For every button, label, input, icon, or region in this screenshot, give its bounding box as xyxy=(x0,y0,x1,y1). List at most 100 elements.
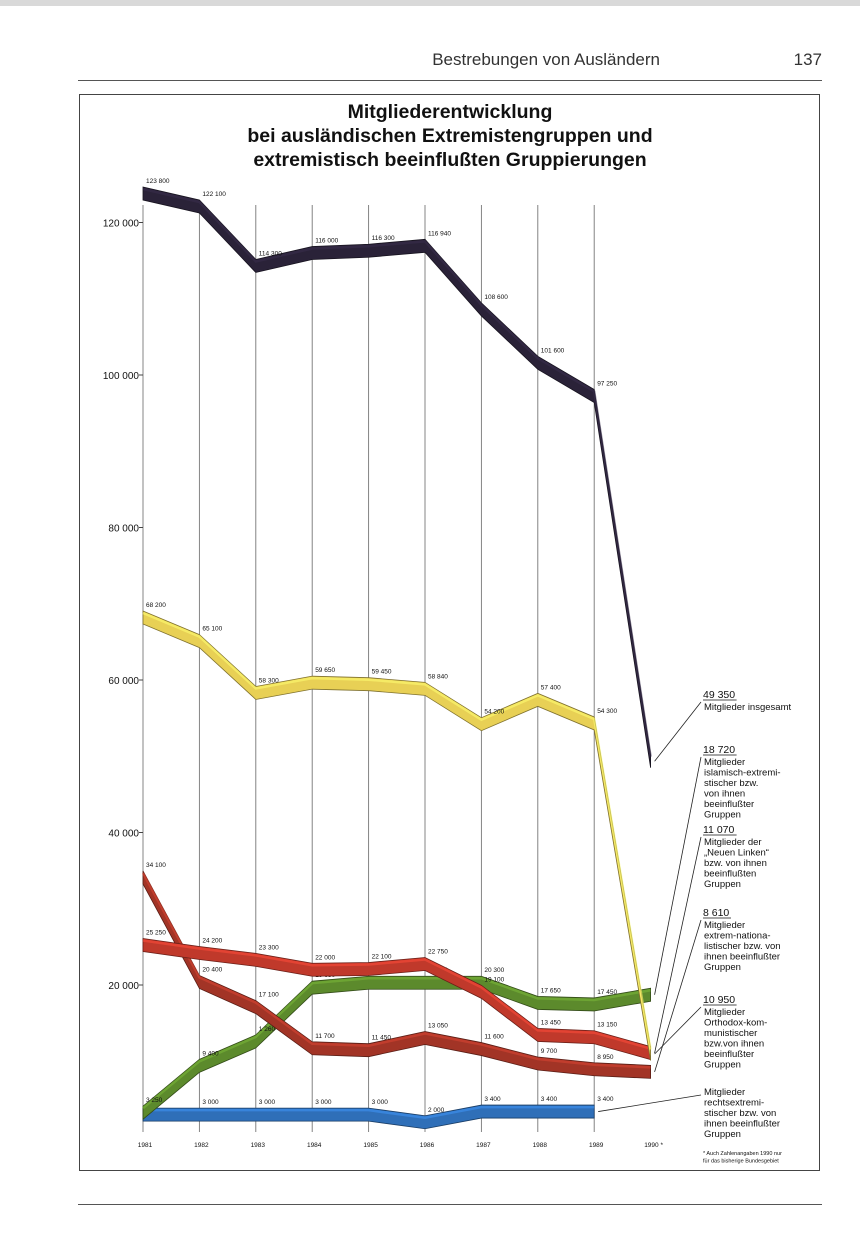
footnote: für das bisherige Bundesgebiet xyxy=(703,1159,779,1165)
data-label: 65 100 xyxy=(202,626,222,633)
series-band xyxy=(142,610,651,1061)
legend-text: ihnen beeinflußter xyxy=(704,952,780,963)
legend-text: listischer bzw. von xyxy=(704,941,781,952)
data-label: 25 250 xyxy=(146,929,166,936)
legend-text: Mitglieder xyxy=(704,1087,745,1098)
chart-title: Mitgliederentwicklung bei ausländischen … xyxy=(110,100,790,172)
x-tick-label: 1988 xyxy=(533,1142,548,1149)
data-label: 22 000 xyxy=(315,954,335,961)
data-label: 108 600 xyxy=(484,294,508,301)
legend-text: Gruppen xyxy=(704,962,741,973)
data-label: 1 260 xyxy=(259,1026,276,1033)
series-highlight xyxy=(142,187,652,757)
data-label: 54 300 xyxy=(597,708,617,715)
x-tick-label: 1982 xyxy=(194,1142,209,1149)
data-label: 22 750 xyxy=(428,949,448,956)
data-label: 17 450 xyxy=(597,989,617,996)
data-label: 59 450 xyxy=(372,669,392,676)
data-label: 97 250 xyxy=(597,380,617,387)
legend-text: Orthodox-kom- xyxy=(704,1018,767,1029)
legend-text: Mitglieder insgesamt xyxy=(704,702,791,713)
data-label: 34 100 xyxy=(146,862,166,869)
data-label: 11 700 xyxy=(315,1033,335,1040)
y-tick-label: 120 000 xyxy=(103,219,140,230)
data-label: 58 840 xyxy=(428,673,448,680)
legend-text: Mitglieder xyxy=(704,1007,745,1018)
legend-text: extrem-nationa- xyxy=(704,931,771,942)
footnote: * Auch Zahlenangaben 1990 nur xyxy=(703,1151,782,1157)
footer-rule xyxy=(78,1204,822,1205)
legend-leader-line xyxy=(654,919,702,1072)
top-border xyxy=(0,0,860,6)
x-tick-label: 1981 xyxy=(138,1142,153,1149)
data-label: 13 450 xyxy=(541,1019,561,1026)
legend-text: stischer bzw. xyxy=(704,778,758,789)
y-tick-label: 80 000 xyxy=(108,524,139,535)
legend-text: Gruppen xyxy=(704,810,741,821)
data-label: 20 400 xyxy=(202,966,222,973)
chart-title-line: Mitgliederentwicklung xyxy=(347,101,553,123)
legend-text: Mitglieder xyxy=(704,757,745,768)
legend-value: 10 950 xyxy=(703,994,735,1006)
x-tick-label: 1990 * xyxy=(644,1142,663,1149)
data-label: 23 300 xyxy=(259,944,279,951)
data-label: 8 950 xyxy=(597,1054,614,1061)
legend-text: Mitglieder der xyxy=(704,837,762,848)
legend-leader-line xyxy=(654,1006,702,1055)
data-label: 9 400 xyxy=(202,1050,219,1057)
legend-text: beeinflußter xyxy=(704,1049,754,1060)
legend-value: 18 720 xyxy=(703,744,735,756)
chart-title-line: bei ausländischen Extremistengruppen und xyxy=(247,125,653,147)
legend-text: bzw.von ihnen xyxy=(704,1039,764,1050)
data-label: 9 700 xyxy=(541,1048,558,1055)
data-label: 11 450 xyxy=(372,1035,392,1042)
data-label: 13 050 xyxy=(428,1022,448,1029)
legend-text: stischer bzw. von xyxy=(704,1108,776,1119)
data-label: 3 400 xyxy=(484,1096,501,1103)
series-highlight xyxy=(142,611,652,1050)
y-tick-label: 40 000 xyxy=(108,829,139,840)
data-label: 24 200 xyxy=(202,937,222,944)
legend-leader-line xyxy=(654,756,702,995)
legend-value: 8 610 xyxy=(703,907,729,919)
data-label: 57 400 xyxy=(541,684,561,691)
data-label: 3 000 xyxy=(202,1099,219,1106)
series-band xyxy=(142,975,651,1121)
data-label: 2 000 xyxy=(428,1107,445,1114)
legend-text: beeinflußten xyxy=(704,869,756,880)
x-tick-label: 1987 xyxy=(476,1142,491,1149)
chart-frame xyxy=(79,94,820,1171)
x-tick-label: 1989 xyxy=(589,1142,604,1149)
x-tick-label: 1985 xyxy=(363,1142,378,1149)
legend-text: bzw. von ihnen xyxy=(704,858,767,869)
legend-text: Gruppen xyxy=(704,1129,741,1140)
data-label: 54 200 xyxy=(484,709,504,716)
chart-title-line: extremistisch beeinflußten Gruppierungen xyxy=(253,149,647,171)
data-label: 122 100 xyxy=(202,191,226,198)
legend-text: beeinflußter xyxy=(704,799,754,810)
series-band xyxy=(142,186,651,768)
data-label: 68 200 xyxy=(146,602,166,609)
legend-text: Mitglieder xyxy=(704,920,745,931)
series-highlight xyxy=(142,939,651,1050)
x-tick-label: 1983 xyxy=(251,1142,266,1149)
legend-leader-line xyxy=(654,701,702,762)
y-tick-label: 20 000 xyxy=(108,981,139,992)
data-label: 11 600 xyxy=(484,1034,504,1041)
data-label: 58 300 xyxy=(259,677,279,684)
data-label: 101 600 xyxy=(541,347,565,354)
legend-leader-line xyxy=(654,836,702,1054)
data-label: 19 100 xyxy=(484,976,504,983)
header-rule xyxy=(78,80,822,81)
legend-text: ihnen beeinflußter xyxy=(704,1119,780,1130)
data-label: 3 000 xyxy=(259,1099,276,1106)
data-label: 116 300 xyxy=(372,235,395,242)
x-tick-label: 1984 xyxy=(307,1142,322,1149)
series-band xyxy=(142,870,651,1079)
data-label: 3 000 xyxy=(315,1099,332,1106)
running-header: Bestrebungen von Ausländern xyxy=(432,50,660,69)
data-label: 3 250 xyxy=(146,1097,163,1104)
series-highlight xyxy=(142,976,651,1110)
legend-text: rechtsextremi- xyxy=(704,1098,764,1109)
y-tick-label: 100 000 xyxy=(103,371,140,382)
